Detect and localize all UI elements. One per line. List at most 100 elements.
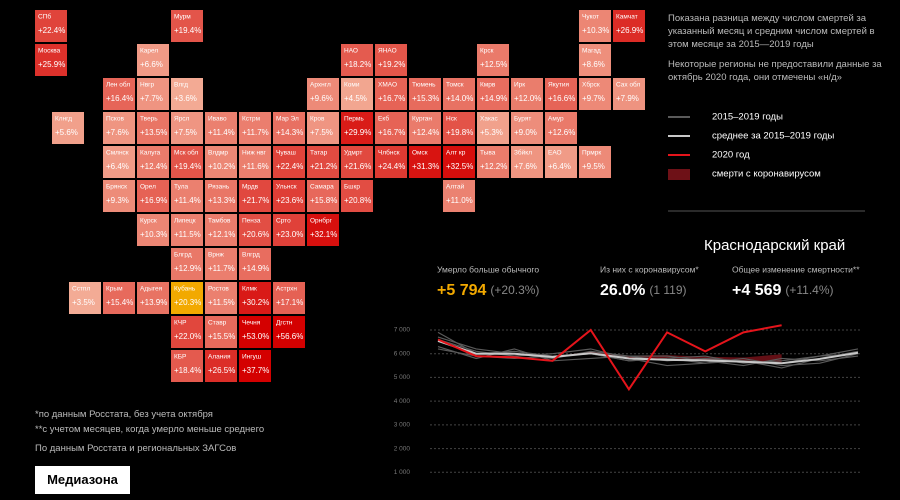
region-tile (273, 180, 305, 212)
region-name: НАО (344, 48, 358, 55)
region-value: +12.6% (548, 128, 575, 137)
region-value: +26.9% (616, 26, 643, 35)
region-value: +10.3% (140, 230, 167, 239)
region-value: +5.6% (55, 128, 78, 137)
region-name: Карел (140, 48, 158, 55)
region-name: КБР (174, 354, 186, 361)
source: По данным Росстата и региональных ЗАГСов (35, 443, 237, 454)
current-line (437, 324, 782, 392)
region-name: Рязань (208, 184, 230, 191)
stat-value: +4 569 (+11.4%) (732, 282, 834, 299)
region-value: +6.4% (106, 162, 129, 171)
region-value: +12.4% (412, 128, 439, 137)
region-name: Дгстн (276, 320, 293, 327)
region-value: +21.7% (242, 196, 269, 205)
region-tile (545, 112, 577, 144)
region-value: +7.7% (140, 94, 163, 103)
region-name: Курск (140, 218, 157, 225)
region-tile (307, 214, 339, 246)
region-name: Калуга (140, 150, 161, 157)
region-value: +9.5% (582, 162, 605, 171)
region-tile (171, 214, 203, 246)
stat-label: Общее изменение смертности** (732, 264, 860, 274)
region-name: Мурм (174, 14, 191, 21)
region-tile (511, 146, 543, 178)
region-tile (273, 214, 305, 246)
region-tile (103, 146, 135, 178)
intro: Показана разница между числом смертей за… (668, 13, 875, 50)
region-value: +16.4% (106, 94, 133, 103)
region-name: Чуваш (276, 150, 296, 157)
region-tile (409, 112, 441, 144)
region-value: +5.3% (480, 128, 503, 137)
region-name: Сах обл (616, 81, 640, 89)
missing-note: Некоторые регионы не предоставили данные… (668, 59, 882, 83)
region-tile (443, 146, 475, 178)
y-tick-label: 7 000 (394, 327, 411, 334)
region-name: СПб (38, 13, 51, 21)
region-value: +18.4% (174, 366, 201, 375)
region-value: +15.8% (310, 196, 337, 205)
region-tile (103, 282, 135, 314)
stat-number: +4 569 (732, 282, 781, 299)
region-value: +19.4% (174, 162, 201, 171)
region-name: Орел (140, 184, 156, 191)
region-name: Ростов (208, 286, 229, 293)
region-tile (511, 78, 543, 110)
region-value: +10.3% (582, 26, 609, 35)
region-name: Кубань (174, 285, 196, 293)
region-name: Курган (412, 116, 432, 123)
region-value: +7.9% (616, 94, 639, 103)
legend-label: смерти с коронавирусом (712, 169, 821, 180)
region-value: +11.7% (242, 128, 269, 137)
region-name: Бшкр (344, 184, 360, 191)
region-value: +19.4% (174, 26, 201, 35)
region-value: +13.5% (140, 128, 167, 137)
region-tile (205, 146, 237, 178)
region-tile (443, 180, 475, 212)
region-value: +9.3% (106, 196, 129, 205)
region-value: +15.3% (412, 94, 439, 103)
region-name: Хакас (480, 116, 499, 123)
region-name: Тюмень (412, 82, 436, 89)
region-value: +12.0% (514, 94, 541, 103)
region-name: Крым (106, 286, 123, 293)
region-tile (205, 180, 237, 212)
region-name: Ингуш (242, 354, 261, 361)
region-value: +20.3% (174, 298, 201, 307)
region-name: Смлнск (106, 150, 129, 157)
region-tile (205, 112, 237, 144)
region-tile (307, 112, 339, 144)
region-tile (137, 180, 169, 212)
region-name: Томск (446, 82, 464, 89)
region-value: +3.5% (72, 298, 95, 307)
legend-swatch (668, 169, 690, 180)
region-tile (239, 350, 271, 382)
region-tile (375, 146, 407, 178)
region-tile (137, 112, 169, 144)
region-value: +12.2% (480, 162, 507, 171)
region-value: +12.5% (480, 60, 507, 69)
region-name: Самара (310, 184, 334, 191)
region-value: +25.9% (38, 60, 65, 69)
region-value: +23.6% (276, 196, 303, 205)
region-tile (205, 282, 237, 314)
region-tile (205, 248, 237, 280)
region-tile (205, 316, 237, 348)
legend-label: 2020 год (712, 150, 750, 161)
region-value: +6.4% (548, 162, 571, 171)
region-tile (443, 112, 475, 144)
region-name: ЕАО (548, 150, 562, 157)
region-value: +19.2% (378, 60, 405, 69)
region-value: +16.9% (140, 196, 167, 205)
region-tile (171, 10, 203, 42)
region-name: Брянск (106, 184, 127, 191)
region-value: +26.5% (208, 366, 235, 375)
region-tile (69, 282, 101, 314)
region-name: Лен обл (106, 81, 130, 89)
region-name: Алания (208, 354, 231, 361)
region-tile (579, 44, 611, 76)
region-tile (477, 112, 509, 144)
region-value: +32.5% (446, 162, 473, 171)
region-name: Омск (412, 150, 428, 157)
